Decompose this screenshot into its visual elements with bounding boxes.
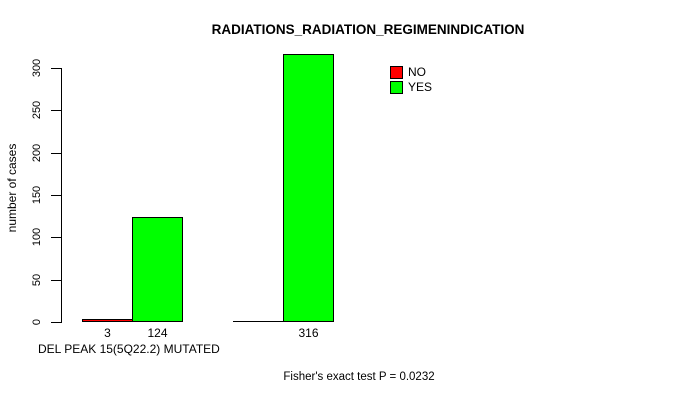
y-tick-label-300: 300 bbox=[31, 58, 43, 78]
y-tick-150 bbox=[51, 195, 61, 196]
y-tick-label-0: 0 bbox=[31, 318, 43, 326]
legend-label-no: NO bbox=[408, 65, 426, 79]
legend-swatch-yes bbox=[390, 81, 403, 94]
bar-yes-group2 bbox=[283, 54, 334, 322]
chart-title: RADIATIONS_RADIATION_REGIMENINDICATION bbox=[211, 22, 525, 37]
y-tick-label-150: 150 bbox=[31, 185, 43, 205]
y-tick-0 bbox=[51, 322, 61, 323]
y-tick-label-100: 100 bbox=[31, 228, 43, 247]
bar-value-yes-group2: 316 bbox=[298, 326, 319, 340]
bar-no-group1 bbox=[82, 319, 133, 322]
y-tick-300 bbox=[51, 68, 61, 69]
y-tick-250 bbox=[51, 110, 61, 111]
bar-value-yes-group1: 124 bbox=[147, 326, 168, 340]
y-tick-50 bbox=[51, 280, 61, 281]
y-tick-200 bbox=[51, 153, 61, 154]
legend-label-yes: YES bbox=[408, 80, 433, 94]
y-tick-label-200: 200 bbox=[31, 143, 43, 162]
stat-annotation: Fisher's exact test P = 0.0232 bbox=[283, 371, 435, 383]
y-axis-line bbox=[61, 68, 62, 323]
bar-no-group2-zero bbox=[233, 321, 284, 322]
y-tick-label-50: 50 bbox=[31, 273, 43, 286]
y-axis-label: number of cases bbox=[5, 143, 19, 233]
y-tick-100 bbox=[51, 237, 61, 238]
y-tick-label-250: 250 bbox=[31, 101, 43, 120]
legend-swatch-no bbox=[390, 66, 403, 79]
bar-value-no-group1: 3 bbox=[104, 326, 111, 340]
bar-yes-group1 bbox=[132, 217, 183, 322]
x-axis-label: DEL PEAK 15(5Q22.2) MUTATED bbox=[38, 342, 220, 356]
